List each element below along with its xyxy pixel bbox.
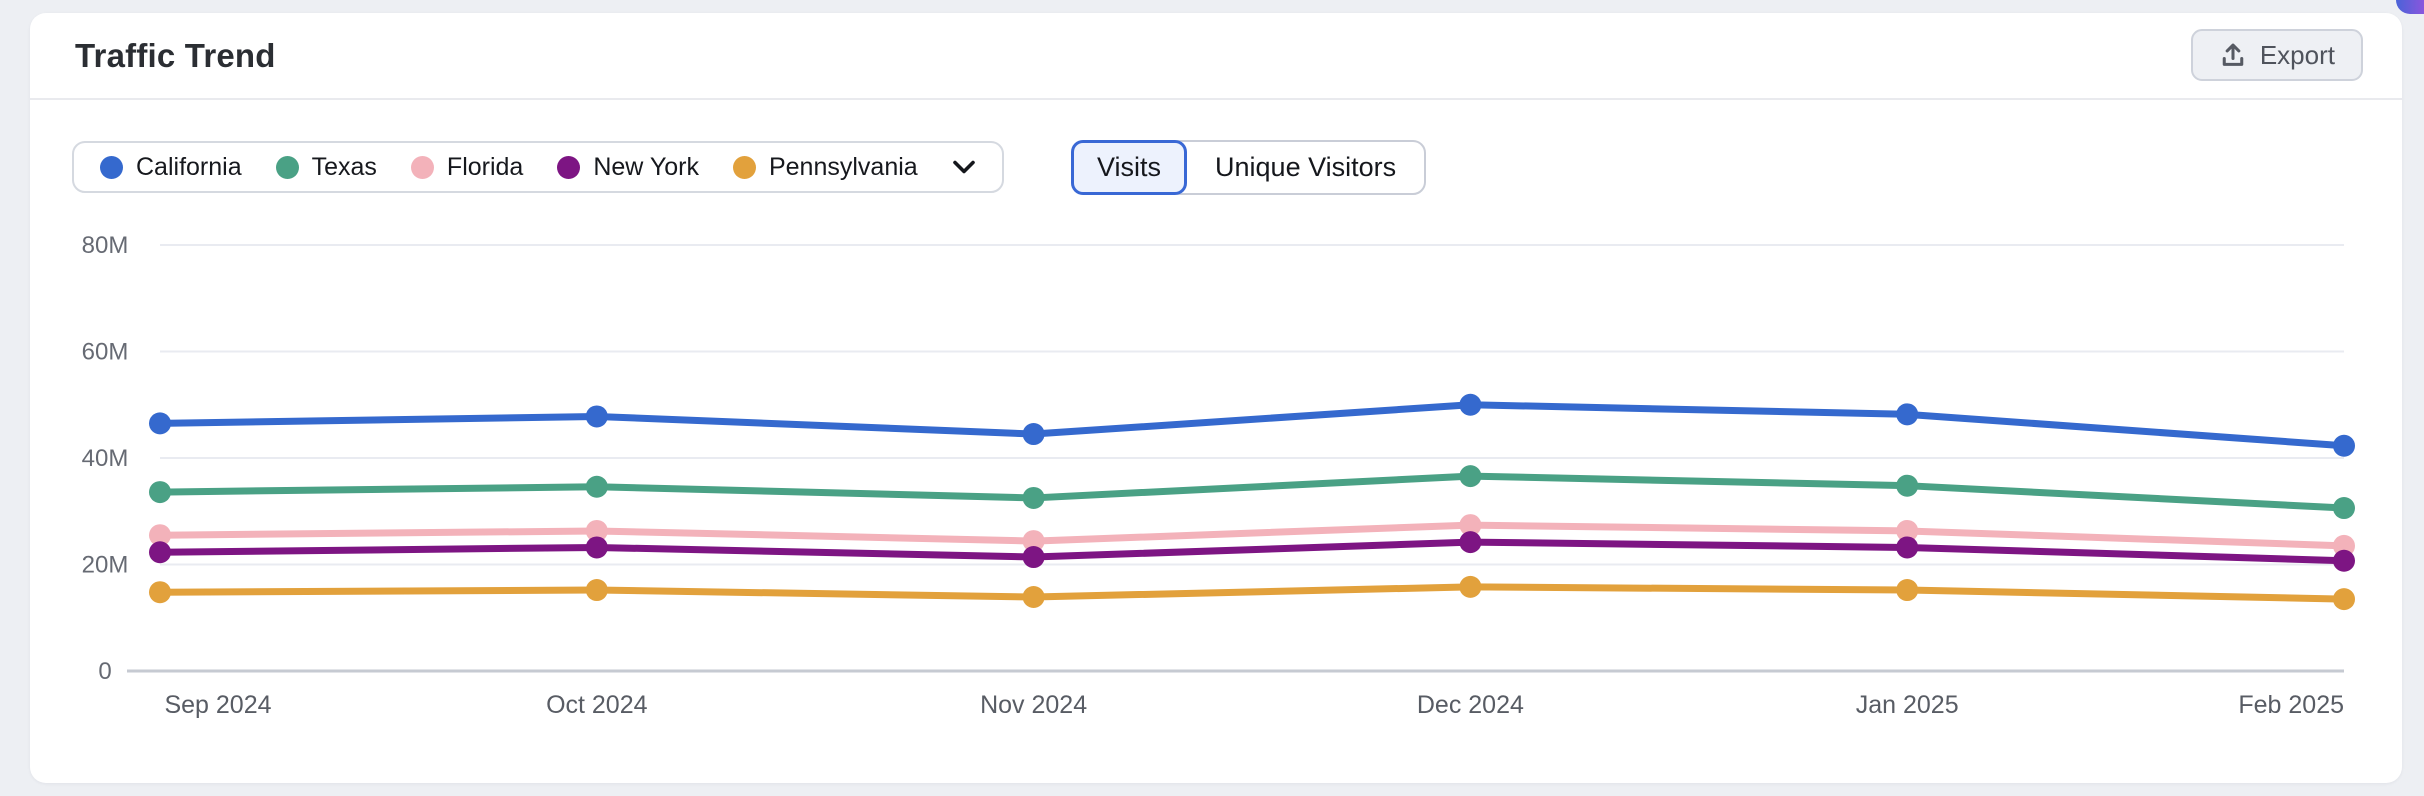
data-point bbox=[1459, 393, 1482, 416]
corner-floating-element bbox=[2396, 0, 2424, 14]
page-title: Traffic Trend bbox=[75, 36, 276, 74]
data-point bbox=[149, 541, 171, 564]
legend-item-pennsylvania[interactable]: Pennsylvania bbox=[732, 152, 918, 182]
series-line-florida bbox=[156, 521, 2348, 550]
legend-item-new-york[interactable]: New York bbox=[557, 153, 699, 182]
toggle-option-visits[interactable]: Visits bbox=[1071, 140, 1188, 195]
legend-item-florida[interactable]: Florida bbox=[410, 152, 524, 182]
series-label: Florida bbox=[446, 152, 524, 181]
series-selector[interactable]: California Texas Florida New York Pennsylvan… bbox=[72, 141, 1004, 193]
data-point bbox=[2333, 549, 2355, 572]
toggle-option-unique-visitors[interactable]: Unique Visitors bbox=[1215, 152, 1397, 182]
data-point bbox=[2333, 434, 2355, 457]
traffic-trend-chart: 80M 60M 40M 20M 0 Sep 2024 Oct 2024 Nov 2024 Dec… bbox=[82, 232, 2355, 719]
x-axis-tick: Dec 2024 bbox=[1417, 691, 1524, 719]
data-point bbox=[2333, 534, 2355, 557]
series-label: Texas bbox=[311, 152, 377, 181]
data-point bbox=[585, 475, 608, 498]
data-point bbox=[2333, 497, 2355, 520]
data-point bbox=[585, 519, 608, 542]
series-label: New York bbox=[593, 152, 699, 181]
series-line-california bbox=[156, 401, 2348, 450]
series-color-dot bbox=[275, 155, 299, 179]
series-color-dot bbox=[732, 155, 756, 179]
data-point bbox=[585, 405, 608, 428]
data-point bbox=[1896, 579, 1919, 602]
export-upload-icon bbox=[2222, 43, 2244, 66]
x-axis-tick: Oct 2024 bbox=[546, 691, 648, 719]
data-point bbox=[1022, 423, 1045, 446]
traffic-trend-card: Traffic Trend Export California Texas Flor… bbox=[30, 13, 2402, 783]
series-line-texas bbox=[156, 472, 2348, 512]
data-point bbox=[1459, 531, 1482, 554]
x-axis-tick: Feb 2025 bbox=[2238, 691, 2344, 719]
series-color-dot bbox=[410, 155, 434, 179]
data-point bbox=[149, 412, 171, 435]
series-color-dot bbox=[557, 155, 581, 179]
data-point bbox=[1896, 474, 1919, 497]
data-point bbox=[1896, 536, 1919, 559]
x-axis-tick: Nov 2024 bbox=[980, 691, 1087, 719]
x-axis-tick: Sep 2024 bbox=[164, 691, 271, 719]
series-line-pennsylvania bbox=[156, 583, 2348, 603]
data-point bbox=[149, 581, 171, 604]
chart-controls: California Texas Florida New York Pennsylvan… bbox=[30, 140, 2402, 196]
series-color-dot bbox=[100, 155, 123, 179]
data-point bbox=[585, 579, 608, 602]
chevron-down-icon[interactable] bbox=[952, 160, 976, 175]
data-point bbox=[1022, 546, 1045, 569]
data-point bbox=[149, 481, 171, 504]
data-point bbox=[1896, 519, 1919, 542]
header-divider bbox=[30, 98, 2402, 100]
data-point bbox=[2333, 588, 2355, 611]
data-point bbox=[1896, 403, 1919, 426]
series-label: Pennsylvania bbox=[768, 152, 918, 181]
y-axis-tick: 60M bbox=[82, 339, 129, 366]
data-point bbox=[585, 536, 608, 559]
data-point bbox=[1459, 465, 1482, 488]
data-point bbox=[1459, 575, 1482, 598]
data-point bbox=[1459, 514, 1482, 537]
y-axis-tick: 20M bbox=[82, 552, 129, 579]
series-line-new-york bbox=[156, 538, 2348, 565]
y-axis-tick: 80M bbox=[82, 232, 129, 259]
legend-item-california[interactable]: California bbox=[100, 153, 242, 182]
series-label: California bbox=[136, 152, 242, 181]
card-header: Traffic Trend Export bbox=[30, 13, 2402, 98]
export-button[interactable]: Export bbox=[2190, 29, 2363, 81]
data-point bbox=[1022, 530, 1045, 553]
data-point bbox=[1022, 585, 1045, 608]
data-point bbox=[149, 524, 171, 547]
metric-toggle: Visits Unique Visitors bbox=[1071, 140, 1427, 195]
legend-item-texas[interactable]: Texas bbox=[275, 152, 377, 182]
x-axis-tick: Jan 2025 bbox=[1856, 691, 1959, 719]
data-point bbox=[1022, 486, 1045, 509]
y-axis-tick: 40M bbox=[82, 445, 129, 472]
y-axis-tick: 0 bbox=[98, 658, 111, 685]
export-label: Export bbox=[2259, 39, 2335, 70]
